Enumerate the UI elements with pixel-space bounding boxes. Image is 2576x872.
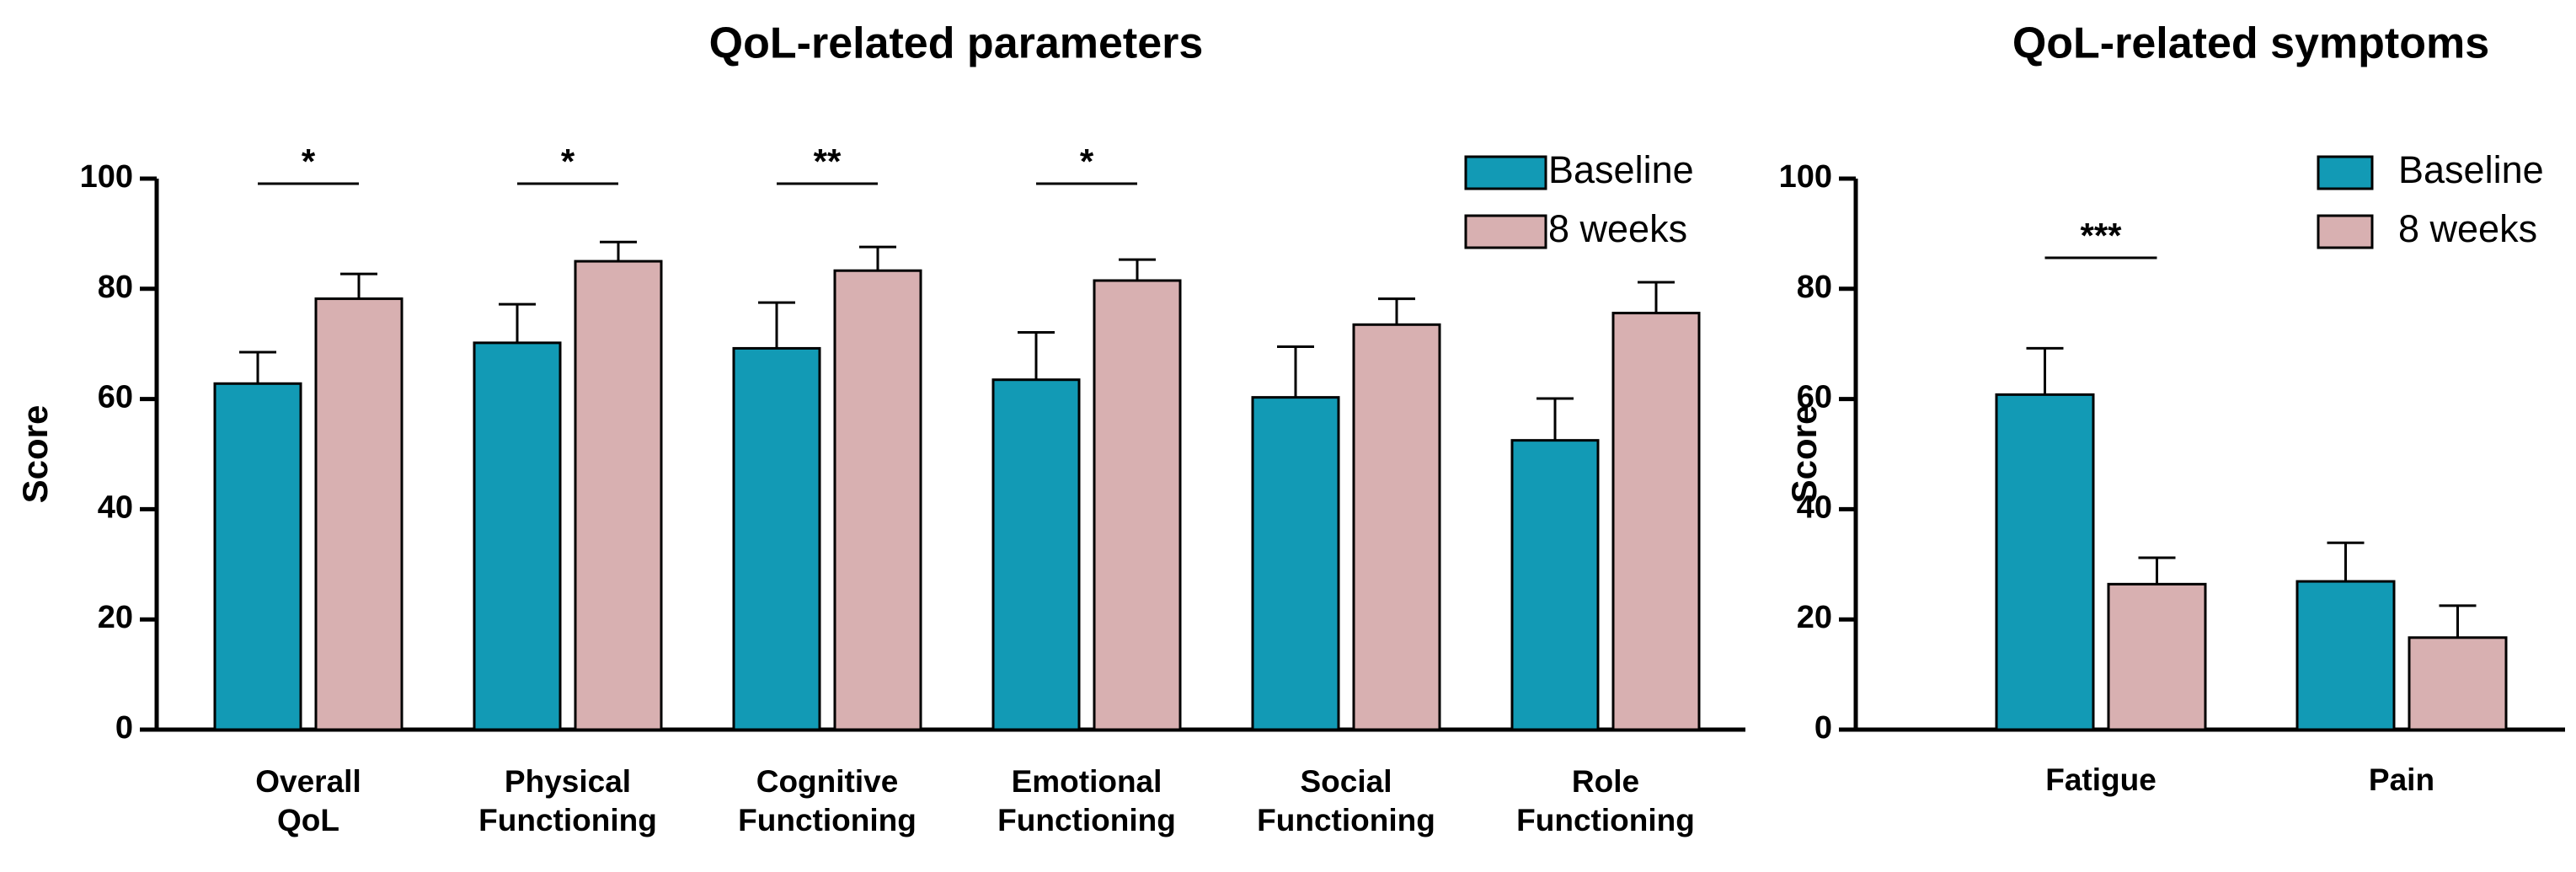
x-tick-label-line: Pain [2369,762,2434,797]
x-tick-label-line: Role [1572,764,1639,799]
bar-8weeks [2107,582,2207,731]
x-tick-label: Fatigue [2045,762,2156,797]
chart-title: QoL-related parameters [709,19,1204,68]
x-tick-label-line: Social [1301,764,1392,799]
x-tick-label: Cognitive Functioning [738,764,917,837]
y-axis-label: Score [1784,405,1824,504]
significance-marker: * [302,142,316,181]
x-tick-label: Role Functioning [1516,764,1695,837]
bar-8weeks [1611,312,1701,731]
x-tick-label-line: Fatigue [2045,762,2156,797]
y-axis-label: Score [15,405,55,504]
legend-label: Baseline [2398,148,2544,191]
x-tick-label: Overall QoL [255,764,361,837]
chart-title: QoL-related symptoms [2012,19,2489,68]
bar-8weeks [833,269,922,731]
significance-marker: *** [2080,216,2122,255]
y-tick-label: 60 [98,380,133,415]
x-tick-label: Physical Functioning [478,764,657,837]
x-tick-label-line: QoL [277,803,339,837]
bar-baseline [213,382,302,731]
significance-marker: * [1080,142,1094,181]
bar-baseline [473,341,562,731]
legend-label: Baseline [1548,148,1694,191]
bar-8weeks [314,297,404,731]
significance-marker: ** [814,142,842,181]
bar-baseline [1995,393,2095,731]
bar-8weeks [2408,636,2508,731]
x-tick-label-line: Cognitive [756,764,899,799]
y-tick-label: 40 [1797,489,1832,525]
x-tick-label-line: Overall [255,764,361,799]
x-tick-label-line: Functioning [478,803,657,837]
y-tick-label: 0 [115,710,133,746]
bar-baseline [1510,439,1600,731]
bar-baseline [732,346,821,731]
legend-swatch [1464,155,1547,190]
bar-baseline [1251,396,1340,731]
x-tick-label: Emotional Functioning [997,764,1176,837]
chart-panel-1: QoL-related parameters Score 0 20 40 60 80 100 O… [15,19,1745,837]
x-tick-label-line: Physical [505,764,631,799]
legend-swatch [1464,214,1547,249]
x-tick-label-line: Functioning [1516,803,1695,837]
y-tick-label: 60 [1797,380,1832,415]
y-tick-label: 20 [98,600,133,635]
y-tick-label: 20 [1797,600,1832,635]
significance-marker: * [561,142,575,181]
bar-baseline [991,378,1081,731]
bar-8weeks [574,259,663,731]
legend-swatch [2317,214,2374,249]
x-tick-label: Pain [2369,762,2434,797]
bar-baseline [2295,580,2396,731]
chart-panel-2: QoL-related symptoms Score 0 20 40 60 80 100 Fat… [1779,19,2565,797]
x-tick-label-line: Functioning [1257,803,1435,837]
x-tick-label: Social Functioning [1257,764,1435,837]
y-tick-label: 40 [98,489,133,525]
legend-swatch [2317,155,2374,190]
x-tick-label-line: Functioning [997,803,1176,837]
x-tick-label-line: Emotional [1012,764,1162,799]
y-tick-label: 80 [98,270,133,305]
x-tick-label-line: Functioning [738,803,917,837]
legend-label: 8 weeks [1548,207,1687,250]
y-tick-label: 100 [80,159,133,195]
y-tick-label: 80 [1797,270,1832,305]
y-tick-label: 100 [1779,159,1832,195]
bar-8weeks [1093,279,1182,731]
bar-8weeks [1352,323,1441,731]
legend-label: 8 weeks [2398,207,2537,250]
y-tick-label: 0 [1814,710,1832,746]
